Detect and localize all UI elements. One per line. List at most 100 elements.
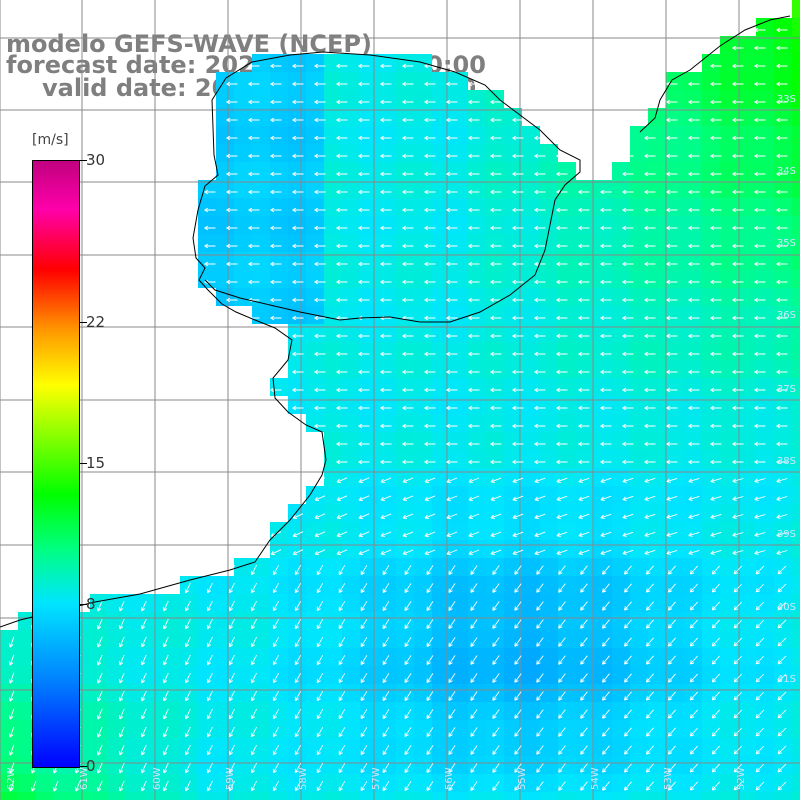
wind-arrow — [754, 153, 766, 159]
wind-speed-cell — [576, 666, 594, 684]
wind-speed-cell — [684, 180, 702, 198]
wind-speed-cell — [198, 720, 216, 738]
wind-speed-cell — [666, 198, 684, 216]
wind-speed-cell — [486, 756, 504, 774]
wind-speed-cell — [234, 234, 252, 252]
wind-arrow — [184, 600, 191, 612]
wind-arrow — [446, 171, 458, 177]
wind-arrow — [666, 441, 678, 447]
wind-speed-cell — [720, 234, 738, 252]
wind-arrow — [226, 189, 238, 195]
wind-speed-cell — [684, 90, 702, 108]
wind-arrow — [250, 564, 257, 576]
wind-speed-cell — [252, 180, 270, 198]
wind-arrow — [622, 423, 634, 429]
wind-speed-cell — [234, 270, 252, 288]
wind-speed-cell — [504, 252, 522, 270]
wind-arrow — [270, 117, 282, 123]
wind-speed-cell — [324, 414, 342, 432]
wind-speed-cell — [396, 360, 414, 378]
wind-speed-cell — [576, 468, 594, 486]
wind-speed-cell — [522, 666, 540, 684]
wind-arrow — [666, 279, 678, 285]
wind-arrow — [446, 495, 458, 501]
wind-arrow — [622, 549, 634, 555]
wind-arrow — [512, 207, 524, 213]
latitude-label: 38S — [777, 456, 796, 467]
wind-speed-cell — [702, 378, 720, 396]
wind-arrow — [534, 315, 546, 321]
wind-speed-cell — [360, 234, 378, 252]
wind-arrow — [162, 726, 169, 738]
wind-speed-cell — [738, 540, 756, 558]
wind-arrow — [667, 709, 676, 719]
wind-speed-cell — [774, 432, 792, 450]
wind-speed-cell — [342, 108, 360, 126]
wind-arrow — [424, 135, 436, 141]
wind-arrow — [250, 726, 257, 738]
wind-speed-cell — [630, 648, 648, 666]
wind-speed-cell — [702, 144, 720, 162]
wind-speed-cell — [756, 702, 774, 720]
wind-speed-cell — [504, 108, 522, 126]
wind-speed-cell — [504, 468, 522, 486]
wind-arrow — [514, 763, 522, 773]
wind-speed-cell — [468, 198, 486, 216]
wind-speed-cell — [558, 288, 576, 306]
wind-arrow — [754, 261, 766, 267]
wind-arrow — [710, 279, 722, 285]
wind-speed-cell — [396, 432, 414, 450]
wind-speed-cell — [234, 738, 252, 756]
wind-arrow — [250, 672, 257, 684]
wind-arrow — [402, 423, 414, 429]
wind-arrow — [468, 513, 480, 519]
wind-arrow — [645, 583, 654, 593]
wind-arrow — [360, 637, 368, 648]
wind-speed-cell — [684, 486, 702, 504]
wind-speed-cell — [324, 216, 342, 234]
wind-arrow — [732, 496, 744, 501]
wind-speed-cell — [396, 378, 414, 396]
wind-arrow — [644, 459, 656, 465]
wind-arrow — [711, 601, 721, 611]
wind-arrow — [468, 477, 480, 483]
wind-arrow — [140, 636, 147, 648]
wind-speed-cell — [450, 162, 468, 180]
wind-arrow — [380, 441, 392, 447]
wind-speed-cell — [648, 756, 666, 774]
wind-speed-cell — [558, 666, 576, 684]
wind-arrow — [470, 727, 478, 737]
wind-speed-cell — [324, 774, 342, 792]
wind-speed-cell — [216, 270, 234, 288]
wind-speed-cell — [756, 72, 774, 90]
wind-speed-cell — [594, 414, 612, 432]
wind-arrow — [776, 441, 788, 447]
wind-speed-cell — [450, 126, 468, 144]
wind-arrow — [424, 531, 436, 537]
wind-speed-cell — [738, 342, 756, 360]
wind-arrow — [226, 135, 238, 141]
wind-speed-cell — [432, 324, 450, 342]
wind-speed-cell — [774, 414, 792, 432]
wind-speed-cell — [486, 684, 504, 702]
wind-speed-cell — [126, 738, 144, 756]
wind-arrow — [336, 261, 348, 267]
wind-arrow — [711, 637, 721, 647]
wind-arrow — [292, 531, 304, 538]
wind-speed-cell — [360, 432, 378, 450]
wind-speed-cell — [288, 216, 306, 234]
wind-speed-cell — [702, 792, 720, 800]
wind-speed-cell — [342, 558, 360, 576]
wind-arrow — [468, 387, 480, 393]
wind-arrow — [558, 565, 566, 575]
wind-speed-cell — [792, 594, 800, 612]
wind-speed-cell — [468, 396, 486, 414]
wind-speed-cell — [540, 684, 558, 702]
wind-arrow — [140, 744, 147, 756]
wind-arrow — [776, 514, 788, 519]
wind-arrow — [314, 369, 326, 375]
wind-speed-cell — [396, 684, 414, 702]
wind-arrow — [358, 549, 370, 555]
wind-speed-cell — [594, 396, 612, 414]
wind-speed-cell — [792, 270, 800, 288]
